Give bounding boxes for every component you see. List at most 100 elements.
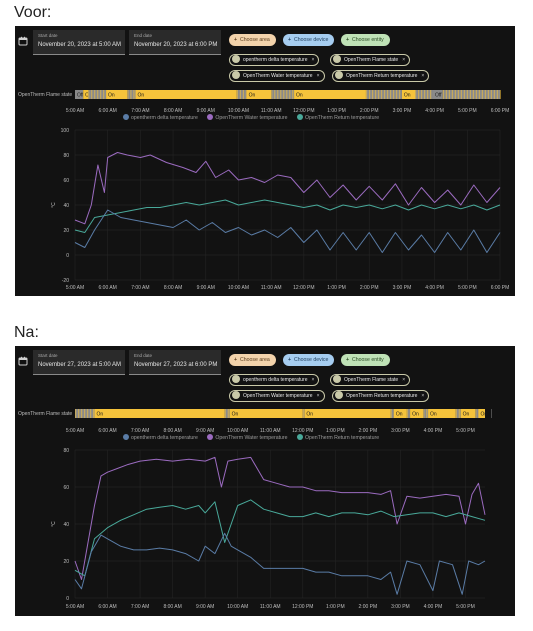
series-line[interactable]	[74, 456, 486, 580]
plus-icon: +	[234, 37, 238, 43]
timeline-segment[interactable]	[246, 90, 272, 99]
timeline-segment[interactable]	[428, 409, 456, 418]
timeline-segment[interactable]	[236, 90, 247, 99]
close-icon[interactable]: ×	[402, 57, 406, 63]
x-tick-label: 11:00 AM	[261, 285, 282, 291]
timeline-segment[interactable]	[304, 409, 391, 418]
entity-chip-flame[interactable]: OpenTherm Flame state ×	[330, 54, 411, 66]
y-tick-label: 40	[63, 203, 69, 209]
timeline-segment[interactable]	[224, 409, 230, 418]
close-icon[interactable]: ×	[311, 377, 315, 383]
timeline-stripe	[127, 90, 129, 99]
timeline-segment[interactable]	[423, 409, 429, 418]
legend-item-return[interactable]: OpenTherm Return temperature	[296, 114, 379, 121]
y-tick-label: 0	[66, 253, 69, 259]
timeline-stripe	[277, 90, 279, 99]
timeline-segment-label: On	[249, 93, 256, 99]
start-date-field[interactable]: Start date November 27, 2023 at 5:00 AM	[33, 350, 125, 375]
legend-item-return[interactable]: OpenTherm Return temperature	[296, 434, 379, 441]
entity-chip-delta[interactable]: opentherm delta temperature ×	[229, 54, 320, 66]
timeline-stripe	[130, 90, 132, 99]
x-tick-label: 8:00 AM	[164, 285, 182, 291]
timeline-segment[interactable]	[271, 90, 295, 99]
timeline-segment[interactable]	[478, 409, 485, 418]
timeline-segment[interactable]	[393, 409, 407, 418]
series-line[interactable]	[74, 152, 501, 225]
choose-area-button[interactable]: + Choose area	[229, 354, 276, 366]
timeline-segment[interactable]	[491, 409, 493, 418]
entity-chip-return[interactable]: OpenTherm Return temperature ×	[332, 70, 430, 82]
timeline-segment[interactable]	[401, 90, 415, 99]
timeline-segment[interactable]	[365, 90, 402, 99]
timeline-segment[interactable]	[475, 409, 479, 418]
timeline-segment[interactable]	[406, 409, 411, 418]
close-icon[interactable]: ×	[311, 57, 315, 63]
timeline-tick-label: 2:00 PM	[359, 428, 378, 434]
timeline-stripe	[289, 90, 291, 99]
series-line[interactable]	[74, 209, 501, 253]
legend-item-water[interactable]: OpenTherm Water temperature	[207, 114, 288, 121]
timeline-segment[interactable]	[390, 409, 394, 418]
entity-chip-water[interactable]: OpenTherm Water temperature ×	[229, 70, 325, 82]
choose-area-button[interactable]: + Choose area	[229, 34, 276, 46]
y-tick-label: -20	[62, 278, 69, 284]
timeline-segment[interactable]	[229, 409, 303, 418]
timeline-segment[interactable]	[442, 90, 500, 99]
timeline-segment[interactable]	[432, 90, 443, 99]
series-line[interactable]	[74, 499, 486, 577]
legend-item-delta[interactable]: opentherm delta temperature	[123, 434, 198, 441]
timeline-segment-label: On	[306, 412, 313, 418]
close-icon[interactable]: ×	[316, 73, 320, 79]
timeline-segment[interactable]	[294, 90, 366, 99]
entity-chip-delta[interactable]: opentherm delta temperature ×	[229, 374, 320, 386]
timeline-segment[interactable]	[88, 90, 107, 99]
history-panel-after: Start date November 27, 2023 at 5:00 AM …	[15, 346, 515, 616]
x-tick-label: 11:00 AM	[260, 604, 281, 610]
timeline-segment[interactable]	[460, 409, 476, 418]
timeline-segment[interactable]	[94, 409, 225, 418]
calendar-icon[interactable]	[18, 36, 28, 46]
legend-item-delta[interactable]: opentherm delta temperature	[123, 114, 198, 121]
timeline-segment[interactable]	[410, 409, 424, 418]
timeline-stripe	[93, 409, 95, 418]
entity-chip-flame[interactable]: OpenTherm Flame state ×	[330, 374, 411, 386]
series-line[interactable]	[74, 532, 486, 595]
timeline-stripe	[365, 90, 368, 99]
entity-chip-water[interactable]: OpenTherm Water temperature ×	[229, 390, 325, 402]
timeline-stripe	[133, 90, 135, 99]
close-icon[interactable]: ×	[402, 377, 406, 383]
timeline-stripe	[242, 90, 245, 99]
timeline-stripe	[227, 409, 229, 418]
flame-timeline[interactable]: On On On On On On On On	[75, 409, 493, 418]
timeline-segment[interactable]	[83, 90, 89, 99]
close-icon[interactable]: ×	[421, 73, 425, 79]
close-icon[interactable]: ×	[421, 393, 425, 399]
choose-entity-button[interactable]: + Choose entity	[341, 354, 390, 366]
choose-device-button[interactable]: + Choose device	[283, 34, 335, 46]
x-tick-label: 9:00 AM	[197, 285, 215, 291]
timeline-tick-label: 12:00 PM	[293, 108, 314, 114]
timeline-stripe	[442, 90, 444, 99]
close-icon[interactable]: ×	[316, 393, 320, 399]
timeline-segment[interactable]	[415, 90, 433, 99]
thermometer-icon	[335, 70, 343, 79]
timeline-label: OpenTherm Flame state	[18, 411, 73, 417]
flame-timeline[interactable]: OffOnOnOnOnOnOnOff	[75, 90, 501, 99]
end-date-field[interactable]: End date November 20, 2023 at 6:00 PM	[129, 30, 221, 55]
choose-device-button[interactable]: + Choose device	[283, 354, 335, 366]
timeline-segment[interactable]	[75, 90, 84, 99]
legend-item-water[interactable]: OpenTherm Water temperature	[207, 434, 288, 441]
choose-entity-button[interactable]: + Choose entity	[341, 34, 390, 46]
timeline-segment[interactable]	[135, 90, 237, 99]
start-date-field[interactable]: Start date November 20, 2023 at 5:00 AM	[33, 30, 125, 55]
timeline-segment[interactable]	[455, 409, 461, 418]
entity-chip-return[interactable]: OpenTherm Return temperature ×	[332, 390, 430, 402]
calendar-icon[interactable]	[18, 356, 28, 366]
timeline-tick-label: 9:00 AM	[197, 108, 215, 114]
end-date-field[interactable]: End date November 27, 2023 at 6:00 PM	[129, 350, 221, 375]
timeline-stripe	[75, 409, 77, 418]
series-line[interactable]	[74, 199, 501, 233]
timeline-segment[interactable]	[106, 90, 128, 99]
end-date-value: November 20, 2023 at 6:00 PM	[134, 42, 218, 48]
x-tick-label: 7:00 AM	[131, 604, 149, 610]
